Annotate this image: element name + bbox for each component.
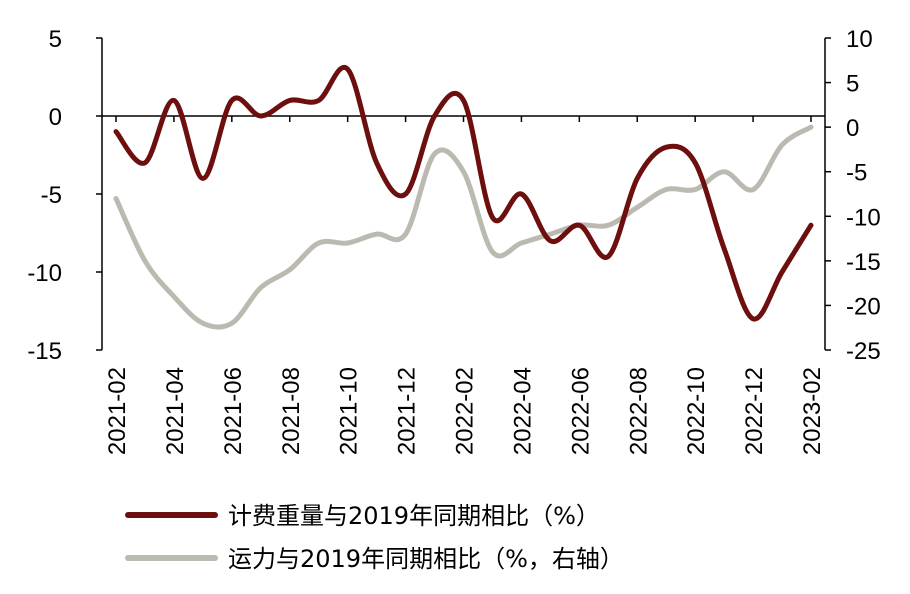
x-tick-label: 2021-04 [162, 367, 189, 455]
legend-item-weight: 计费重量与2019年同期相比（%） [125, 502, 600, 530]
left-y-tick-label: 0 [49, 104, 62, 131]
right-y-tick-label: 0 [846, 115, 859, 142]
x-tick-label: 2021-10 [336, 367, 363, 455]
legend-label-capacity: 运力与2019年同期相比（%，右轴） [228, 545, 624, 573]
left-y-tick-label: 5 [49, 26, 62, 53]
left-y-tick-label: -15 [27, 338, 62, 365]
right-y-tick-label: -5 [846, 160, 867, 187]
x-tick-label: 2022-02 [452, 367, 479, 455]
right-y-tick-label: 10 [846, 26, 873, 53]
x-tick-label: 2023-02 [799, 367, 826, 455]
left-y-tick-label: -5 [41, 182, 62, 209]
series-line-weight [113, 64, 814, 322]
x-tick-label: 2022-06 [567, 367, 594, 455]
legend-item-capacity: 运力与2019年同期相比（%，右轴） [125, 545, 624, 573]
right-y-tick-label: -10 [846, 204, 881, 231]
series-line-capacity [113, 124, 814, 330]
left-y-ticks: 5 0 -5 -10 -15 [27, 26, 102, 365]
x-tick-label: 2021-08 [278, 367, 305, 455]
x-tick-label: 2022-10 [683, 367, 710, 455]
right-y-tick-label: -15 [846, 249, 881, 276]
right-y-tick-label: 5 [846, 71, 859, 98]
left-y-tick-label: -10 [27, 260, 62, 287]
x-tick-label: 2021-06 [220, 367, 247, 455]
x-axis-ticks: 2021-02 2021-04 2021-06 2021-08 2021-10 2021-… [104, 116, 826, 455]
x-tick-label: 2021-02 [104, 367, 131, 455]
legend: 计费重量与2019年同期相比（%） 运力与2019年同期相比（%，右轴） [125, 502, 624, 573]
x-tick-label: 2022-12 [741, 367, 768, 455]
x-tick-label: 2022-04 [509, 367, 536, 455]
right-y-tick-label: -25 [846, 338, 881, 365]
right-y-ticks: 10 5 0 -5 -10 -15 -20 -25 [825, 26, 881, 365]
right-y-tick-label: -20 [846, 293, 881, 320]
x-tick-label: 2021-12 [394, 367, 421, 455]
series-layer [113, 64, 814, 330]
legend-label-weight: 计费重量与2019年同期相比（%） [228, 502, 600, 530]
x-tick-label: 2022-08 [625, 367, 652, 455]
